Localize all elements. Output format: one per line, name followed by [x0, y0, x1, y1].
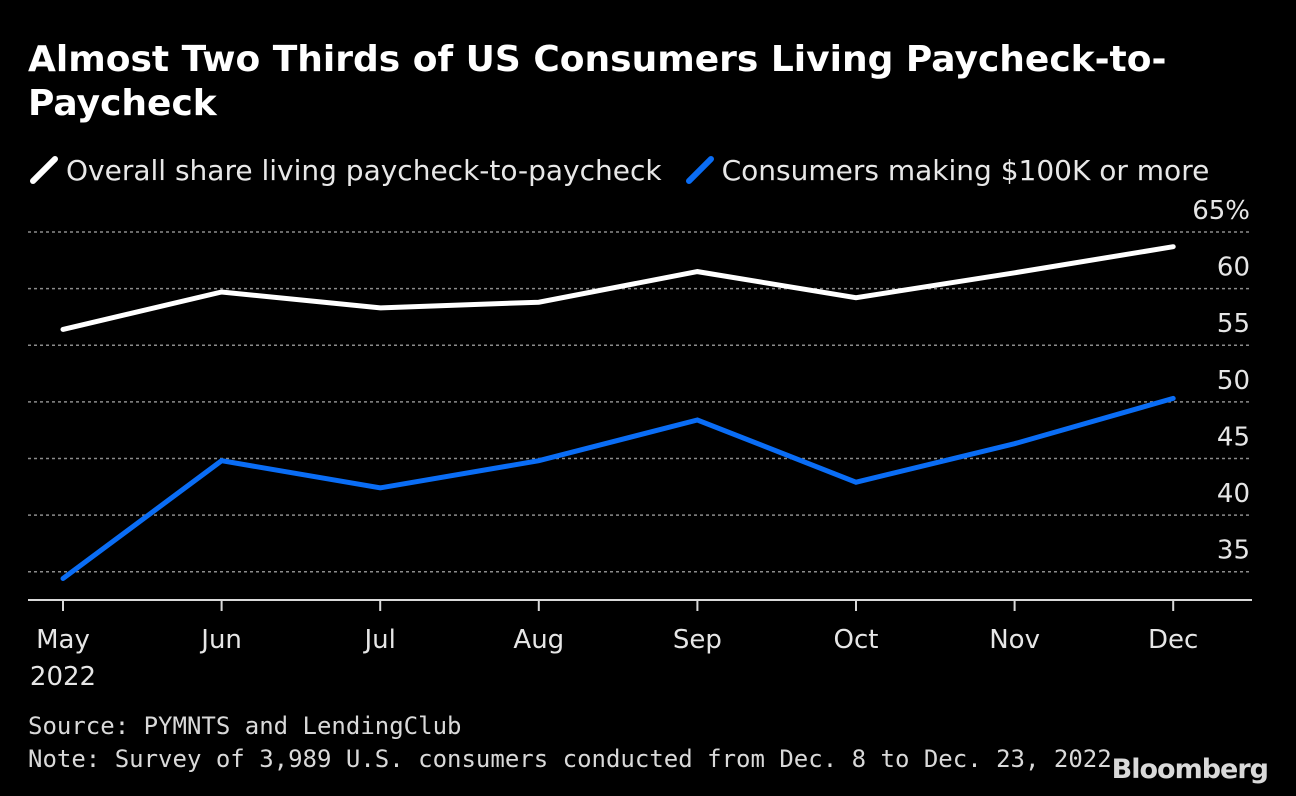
x-year-label: 2022: [30, 662, 96, 692]
y-tick-label: 55: [1217, 309, 1250, 339]
chart-title: Almost Two Thirds of US Consumers Living…: [28, 39, 1167, 124]
y-tick-label: 35: [1217, 536, 1250, 566]
survey-note: Note: Survey of 3,989 U.S. consumers con…: [28, 745, 1112, 773]
legend-label-high-income: Consumers making $100K or more: [721, 153, 1210, 187]
x-tick-label: Oct: [834, 625, 879, 655]
x-tick-label: Aug: [513, 625, 564, 655]
y-tick-label: 45: [1217, 422, 1250, 452]
y-tick-label: 40: [1217, 479, 1250, 509]
x-tick-label: Jun: [199, 625, 242, 655]
legend-swatch-high-income: [685, 156, 714, 184]
x-tick-label: Jul: [363, 625, 396, 655]
chart-footer: Source: PYMNTS and LendingClub Note: Sur…: [28, 710, 1112, 776]
source-note: Source: PYMNTS and LendingClub: [28, 712, 462, 740]
x-tick-label: Sep: [673, 625, 722, 655]
y-tick-label: 50: [1217, 366, 1250, 396]
chart-legend: Overall share living paycheck-to-paychec…: [28, 150, 1231, 190]
legend-item-overall: Overall share living paycheck-to-paychec…: [28, 154, 662, 187]
x-tick-label: Nov: [989, 625, 1040, 655]
legend-label-overall: Overall share living paycheck-to-paychec…: [66, 153, 662, 187]
y-tick-label: 60: [1217, 253, 1250, 283]
legend-swatch-overall: [30, 156, 58, 184]
series-line-1: [60, 395, 1176, 581]
x-tick-label: May: [36, 625, 90, 655]
bloomberg-logo: Bloomberg: [1111, 754, 1269, 785]
series-line-0: [60, 244, 1176, 332]
legend-item-high-income: Consumers making $100K or more: [684, 153, 1210, 187]
x-tick-label: Dec: [1148, 625, 1198, 655]
y-tick-label: 65%: [1192, 196, 1250, 226]
